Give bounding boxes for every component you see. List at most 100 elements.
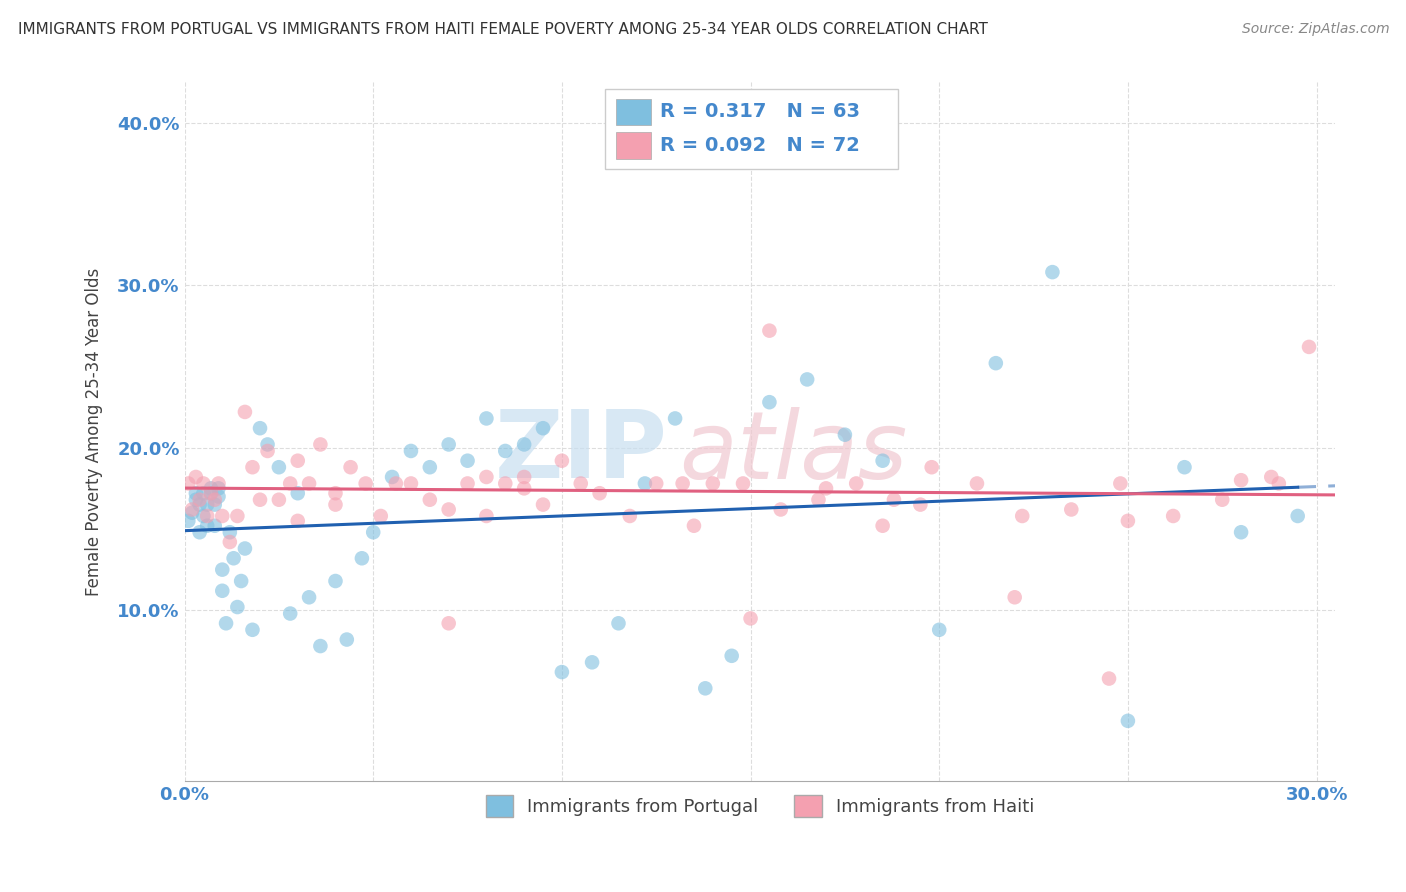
Point	[267, 460, 290, 475]
Point	[325, 486, 347, 500]
Point	[1098, 672, 1121, 686]
Point	[634, 476, 657, 491]
Point	[720, 648, 742, 663]
Point	[513, 470, 536, 484]
Point	[664, 411, 686, 425]
Point	[513, 437, 536, 451]
Point	[381, 470, 404, 484]
Point	[1298, 340, 1320, 354]
Point	[200, 486, 222, 500]
Point	[211, 563, 233, 577]
Point	[242, 623, 264, 637]
Point	[457, 453, 479, 467]
Point	[984, 356, 1007, 370]
Text: IMMIGRANTS FROM PORTUGAL VS IMMIGRANTS FROM HAITI FEMALE POVERTY AMONG 25-34 YEA: IMMIGRANTS FROM PORTUGAL VS IMMIGRANTS F…	[18, 22, 988, 37]
Point	[531, 498, 554, 512]
Point	[200, 486, 222, 500]
Point	[419, 492, 441, 507]
Point	[188, 492, 211, 507]
Point	[298, 476, 321, 491]
Point	[215, 616, 238, 631]
Point	[1260, 470, 1282, 484]
Point	[181, 506, 204, 520]
Point	[184, 492, 207, 507]
Point	[204, 492, 226, 507]
Point	[184, 486, 207, 500]
Point	[872, 453, 894, 467]
Point	[531, 421, 554, 435]
Point	[645, 476, 668, 491]
Point	[513, 481, 536, 495]
Point	[815, 481, 838, 495]
Point	[1230, 525, 1253, 540]
Point	[921, 460, 943, 475]
Point	[207, 481, 229, 495]
Point	[494, 476, 516, 491]
Point	[581, 656, 603, 670]
Point	[796, 372, 818, 386]
Point	[1161, 508, 1184, 523]
Point	[740, 611, 762, 625]
Point	[1211, 492, 1233, 507]
Point	[1004, 591, 1026, 605]
Point	[226, 508, 249, 523]
Point	[399, 476, 422, 491]
Point	[287, 514, 309, 528]
Point	[204, 498, 226, 512]
Point	[626, 140, 648, 154]
Point	[278, 607, 301, 621]
Point	[195, 498, 218, 512]
Point	[287, 453, 309, 467]
Point	[607, 616, 630, 631]
Point	[683, 518, 706, 533]
Text: R = 0.092   N = 72: R = 0.092 N = 72	[659, 136, 859, 155]
Point	[494, 444, 516, 458]
Point	[475, 508, 498, 523]
Point	[845, 476, 868, 491]
Point	[437, 437, 460, 451]
Point	[200, 481, 222, 495]
Point	[966, 476, 988, 491]
Point	[928, 623, 950, 637]
Point	[249, 492, 271, 507]
Point	[309, 437, 332, 451]
Point	[339, 460, 361, 475]
Point	[672, 476, 695, 491]
Point	[193, 476, 215, 491]
Point	[226, 600, 249, 615]
Point	[437, 502, 460, 516]
Point	[193, 508, 215, 523]
Point	[195, 518, 218, 533]
Point	[807, 492, 830, 507]
Point	[325, 498, 347, 512]
Point	[222, 551, 245, 566]
Point	[569, 476, 592, 491]
Point	[188, 525, 211, 540]
Point	[551, 665, 574, 679]
Point	[385, 476, 408, 491]
Point	[872, 518, 894, 533]
Point	[475, 470, 498, 484]
Point	[1286, 508, 1309, 523]
Point	[910, 498, 932, 512]
Point	[298, 591, 321, 605]
Point	[218, 535, 240, 549]
Point	[242, 460, 264, 475]
Point	[249, 421, 271, 435]
Text: R = 0.317   N = 63: R = 0.317 N = 63	[659, 103, 860, 121]
Point	[399, 444, 422, 458]
Y-axis label: Female Poverty Among 25-34 Year Olds: Female Poverty Among 25-34 Year Olds	[86, 268, 103, 596]
Point	[361, 525, 384, 540]
Point	[1116, 714, 1139, 728]
Point	[769, 502, 792, 516]
Point	[309, 639, 332, 653]
Point	[181, 502, 204, 516]
Point	[475, 411, 498, 425]
Point	[207, 490, 229, 504]
Point	[193, 486, 215, 500]
Point	[619, 508, 641, 523]
Point	[184, 470, 207, 484]
Point	[218, 525, 240, 540]
FancyBboxPatch shape	[605, 89, 898, 169]
Point	[1042, 265, 1064, 279]
